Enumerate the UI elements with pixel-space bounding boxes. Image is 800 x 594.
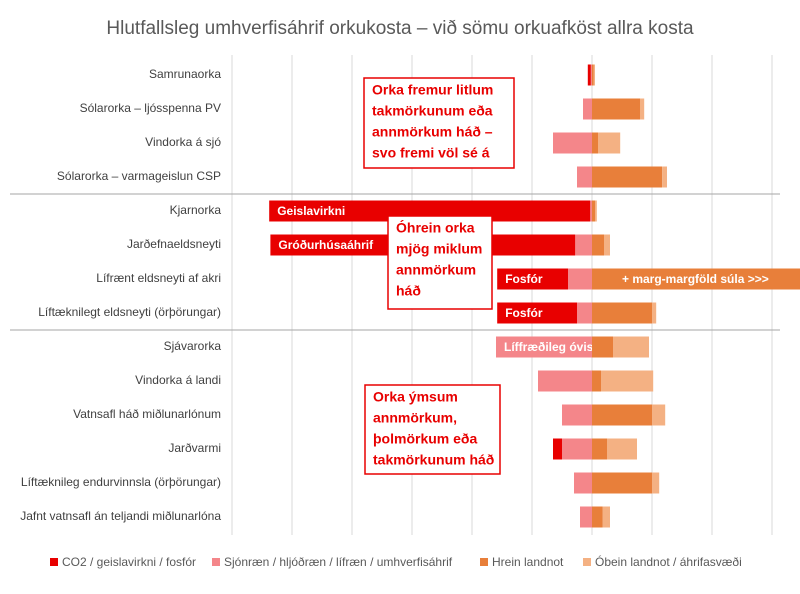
bar: [604, 234, 610, 256]
legend-swatch: [480, 558, 488, 566]
bar: [601, 370, 654, 392]
bar-label: Gróðurhúsaáhrif: [278, 238, 374, 252]
bar: [553, 438, 562, 460]
bar: [602, 506, 610, 528]
y-tick-label: Jarðvarmi: [168, 441, 221, 455]
bar: [497, 268, 568, 290]
annotation-text: annmörkum: [396, 262, 476, 278]
y-tick-label: Vindorka á landi: [135, 373, 221, 387]
bar: [577, 302, 592, 324]
bar: [595, 200, 597, 222]
bar: [662, 166, 667, 188]
bar: [583, 98, 592, 120]
annotation-text: svo fremi völ sé á: [372, 145, 490, 161]
bar: [577, 166, 592, 188]
bar: [538, 370, 592, 392]
bar: [592, 268, 800, 290]
y-tick-label: Samrunaorka: [149, 67, 221, 81]
annotation-text: annmörkum háð –: [372, 124, 493, 140]
bar: [592, 166, 663, 188]
annotation-text: annmörkum,: [373, 410, 457, 426]
bar: [592, 438, 607, 460]
y-tick-label: Vindorka á sjó: [145, 135, 221, 149]
bar: [562, 438, 592, 460]
bar: [652, 302, 657, 324]
annotation-box: [364, 384, 501, 475]
annotation-text: háð: [396, 283, 421, 299]
bar: [592, 234, 604, 256]
bar-label: Fosfór: [505, 306, 543, 320]
annotation-text: Óhrein orka: [396, 219, 475, 236]
bar: [575, 234, 592, 256]
bar-label: + marg-margföld súla >>>: [622, 272, 769, 286]
bar: [269, 200, 591, 222]
annotation-text: mjög miklum: [396, 241, 482, 257]
bar: [587, 64, 591, 86]
y-tick-label: Kjarnorka: [170, 203, 222, 217]
bar: [568, 268, 592, 290]
bar: [592, 506, 603, 528]
y-tick-label: Líftæknileg endurvinnsla (örþörungar): [21, 475, 221, 489]
y-tick-label: Lífrænt eldsneyti af akri: [96, 271, 221, 285]
bar: [497, 302, 577, 324]
chart-title: Hlutfallsleg umhverfisáhrif orkukosta – …: [106, 18, 694, 39]
y-tick-label: Jafnt vatnsafl án teljandi miðlunarlóna: [20, 509, 221, 523]
bar: [593, 64, 595, 86]
legend-swatch: [50, 558, 58, 566]
bar: [553, 132, 592, 154]
y-tick-label: Jarðefnaeldsneyti: [127, 237, 221, 251]
bar: [640, 98, 645, 120]
y-tick-label: Sólarorka – varmageislun CSP: [57, 169, 221, 183]
bar: [592, 370, 601, 392]
annotation-text: takmörkunum eða: [372, 103, 493, 119]
bar: [592, 64, 594, 86]
bar: [592, 200, 595, 222]
legend-label: Sjónræn / hljóðræn / lífræn / umhverfisá…: [224, 555, 453, 569]
annotation-text: takmörkunum háð: [373, 452, 494, 468]
bar: [590, 64, 592, 86]
bar-label: Fosfór: [505, 272, 543, 286]
bar: [592, 132, 598, 154]
y-tick-label: Sjávarorka: [164, 339, 222, 353]
legend-label: Hrein landnot: [492, 555, 564, 569]
bar: [574, 472, 592, 494]
bar: [592, 302, 652, 324]
bar: [613, 336, 649, 358]
bar-label: Líffræðileg óvissa: [504, 340, 607, 354]
bar: [496, 336, 592, 358]
annotation-text: Orka ýmsum: [373, 389, 458, 405]
bar: [592, 472, 652, 494]
legend-label: CO2 / geislavirkni / fosfór: [62, 555, 196, 569]
bar: [590, 200, 592, 222]
bar: [592, 98, 640, 120]
annotation-box: [363, 77, 515, 169]
bar: [580, 506, 592, 528]
legend-swatch: [212, 558, 220, 566]
bar-label: Geislavirkni: [277, 204, 345, 218]
bar: [652, 472, 660, 494]
y-tick-label: Vatnsafl háð miðlunarlónum: [73, 407, 221, 421]
bar: [592, 336, 613, 358]
legend-swatch: [583, 558, 591, 566]
annotation-box: [387, 215, 493, 310]
bar: [598, 132, 621, 154]
legend-label: Óbein landnot / áhrifasvæði: [595, 554, 742, 569]
bar: [607, 438, 637, 460]
annotation-text: Orka fremur litlum: [372, 82, 493, 98]
annotation-text: þolmörkum eða: [373, 431, 477, 447]
y-tick-label: Sólarorka – ljósspenna PV: [80, 101, 221, 115]
bar: [592, 404, 652, 426]
bar: [652, 404, 666, 426]
bar: [562, 404, 592, 426]
y-tick-label: Líftæknilegt eldsneyti (örþörungar): [38, 305, 221, 319]
